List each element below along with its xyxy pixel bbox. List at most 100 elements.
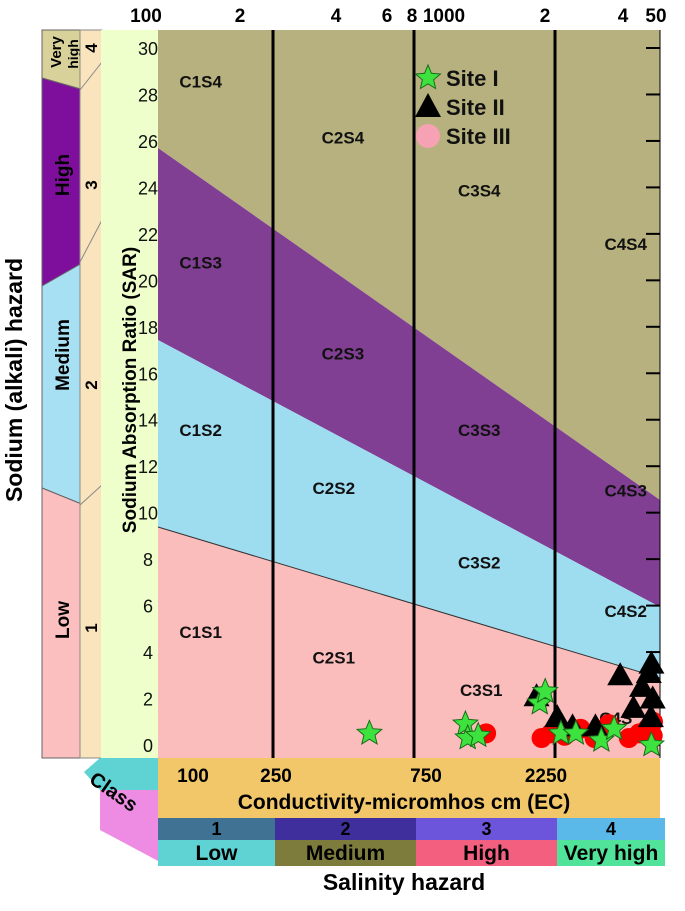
site-ii-point [607, 662, 634, 686]
site-i-point [464, 721, 492, 748]
site-ii-point [629, 673, 656, 697]
sar-axis-band [101, 30, 158, 758]
y-tick-label: 10 [138, 504, 158, 524]
x-top-tick-label: 2 [235, 6, 246, 27]
salinity-class-number-box [275, 818, 416, 840]
number-divider [79, 219, 103, 263]
ec-class-boundaries [271, 30, 557, 758]
legend: Site I Site II Site III [414, 63, 511, 149]
salinity-class-label-box [275, 840, 416, 866]
x-axis-label: Conductivity-micromhos cm (EC) [238, 791, 571, 814]
salinity-class-number-box [416, 818, 557, 840]
y-tick-label: 8 [143, 550, 153, 570]
x-top-tick-label: 8 [407, 6, 418, 27]
salinity-hazard-boxes: Class 100 250 750 2250Conductivity-micromhos… [84, 758, 665, 866]
legend-site-i-marker [414, 63, 442, 90]
x-top-tick-label: 4 [618, 6, 629, 27]
salinity-class-number-box [158, 818, 275, 840]
x-top-tick-label: 4 [331, 6, 342, 27]
zone-label: C1S4 [179, 72, 222, 91]
site-i-point [600, 714, 628, 741]
x-top-tick-label: 100 [130, 6, 162, 27]
sodium-class-number: 4 [82, 43, 101, 53]
y-axis-label: Sodium Absorption Ratio (SAR) [120, 247, 141, 533]
sodium-level-label-low: Low [53, 601, 74, 639]
site-ii-point [544, 704, 571, 728]
site-ii-point [620, 694, 647, 718]
salinity-class-label: High [463, 842, 510, 865]
number-divider [79, 484, 103, 506]
site-i-point [355, 719, 384, 745]
sodium-class-number: 3 [82, 180, 101, 189]
legend-label: Site III [446, 124, 511, 149]
x-bottom-tick-label: 250 [260, 766, 292, 787]
zone-s2 [158, 340, 660, 678]
site-i-point [562, 719, 590, 745]
legend-label: Site II [446, 95, 505, 120]
salinity-class-label-box [416, 840, 557, 866]
zone-label: C3S3 [458, 421, 501, 440]
conductivity-band [158, 758, 660, 818]
y-tick-label: 20 [138, 271, 158, 291]
salinity-class-label-box [158, 840, 275, 866]
salinity-class-label-box [557, 840, 665, 866]
data-points [355, 650, 666, 757]
site-ii-point [639, 685, 666, 709]
number-column-band [79, 29, 103, 759]
x-top-tick-label: 2 [540, 6, 551, 27]
salinity-class-number: 2 [340, 819, 350, 839]
x-top-tick-label: 1000 [423, 6, 465, 27]
salinity-class-label: Low [196, 842, 239, 865]
zone-label: C4S3 [604, 481, 647, 500]
site-ii-point [638, 650, 665, 674]
x-top-tick-label: 50 [645, 6, 666, 27]
class-box-top [84, 758, 160, 790]
legend-site-ii-marker [415, 93, 441, 117]
y-tick-label: 14 [138, 411, 158, 431]
sodium-level-label-high: High [53, 154, 74, 196]
zone-label: C2S2 [313, 479, 356, 498]
salinity-class-label: Very high [564, 842, 659, 865]
salinity-hazard-title: Salinity hazard [323, 869, 485, 895]
site-i-point [531, 677, 559, 704]
zone-label: C1S2 [179, 421, 222, 440]
salinity-class-number: 3 [481, 819, 491, 839]
hazard-zones [157, 30, 661, 758]
zone-s4 [158, 30, 660, 500]
y-tick-label: 28 [138, 85, 158, 105]
x-bottom-tick-label: 750 [410, 766, 442, 787]
x-bottom-tick-label: 100 [177, 766, 209, 787]
sodium-class-number-scale: 4 3 2 1 [79, 29, 103, 759]
zone-label: C3S4 [458, 182, 501, 201]
sodium-level-label-high-word: high [65, 39, 81, 69]
y-tick-label: 26 [138, 132, 158, 152]
number-divider [79, 61, 103, 91]
x-top-tick-label: 6 [382, 6, 393, 27]
salinity-class-number: 1 [211, 819, 221, 839]
zone-label: C4S2 [604, 602, 647, 621]
y-tick-label: 30 [138, 39, 158, 59]
site-ii-point [637, 704, 664, 728]
sodium-level-label-medium: Medium [53, 319, 74, 391]
y-tick-label: 4 [143, 643, 153, 663]
y-tick-label: 12 [138, 457, 158, 477]
zone-label: C2S4 [322, 128, 365, 147]
salinity-class-label: Medium [306, 842, 385, 865]
salinity-class-number: 4 [606, 819, 616, 839]
salinity-class-number-box [557, 818, 665, 840]
y-tick-label: 24 [138, 178, 158, 198]
zone-label: C2S1 [313, 649, 356, 668]
legend-site-iii-marker [416, 124, 440, 148]
x-axis-top-ticks: 100 2 4 6 8 1000 2 4 50 [130, 6, 666, 27]
sodium-class-number: 1 [82, 623, 101, 632]
x-bottom-tick-label: 2250 [525, 766, 567, 787]
y-tick-label: 22 [138, 225, 158, 245]
zone-label: C1S1 [179, 623, 222, 642]
sodium-level-label-very: Very [48, 35, 65, 67]
zone-label: C4S4 [604, 235, 647, 254]
y-tick-label: 18 [138, 318, 158, 338]
y-tick-label: 6 [143, 597, 153, 617]
